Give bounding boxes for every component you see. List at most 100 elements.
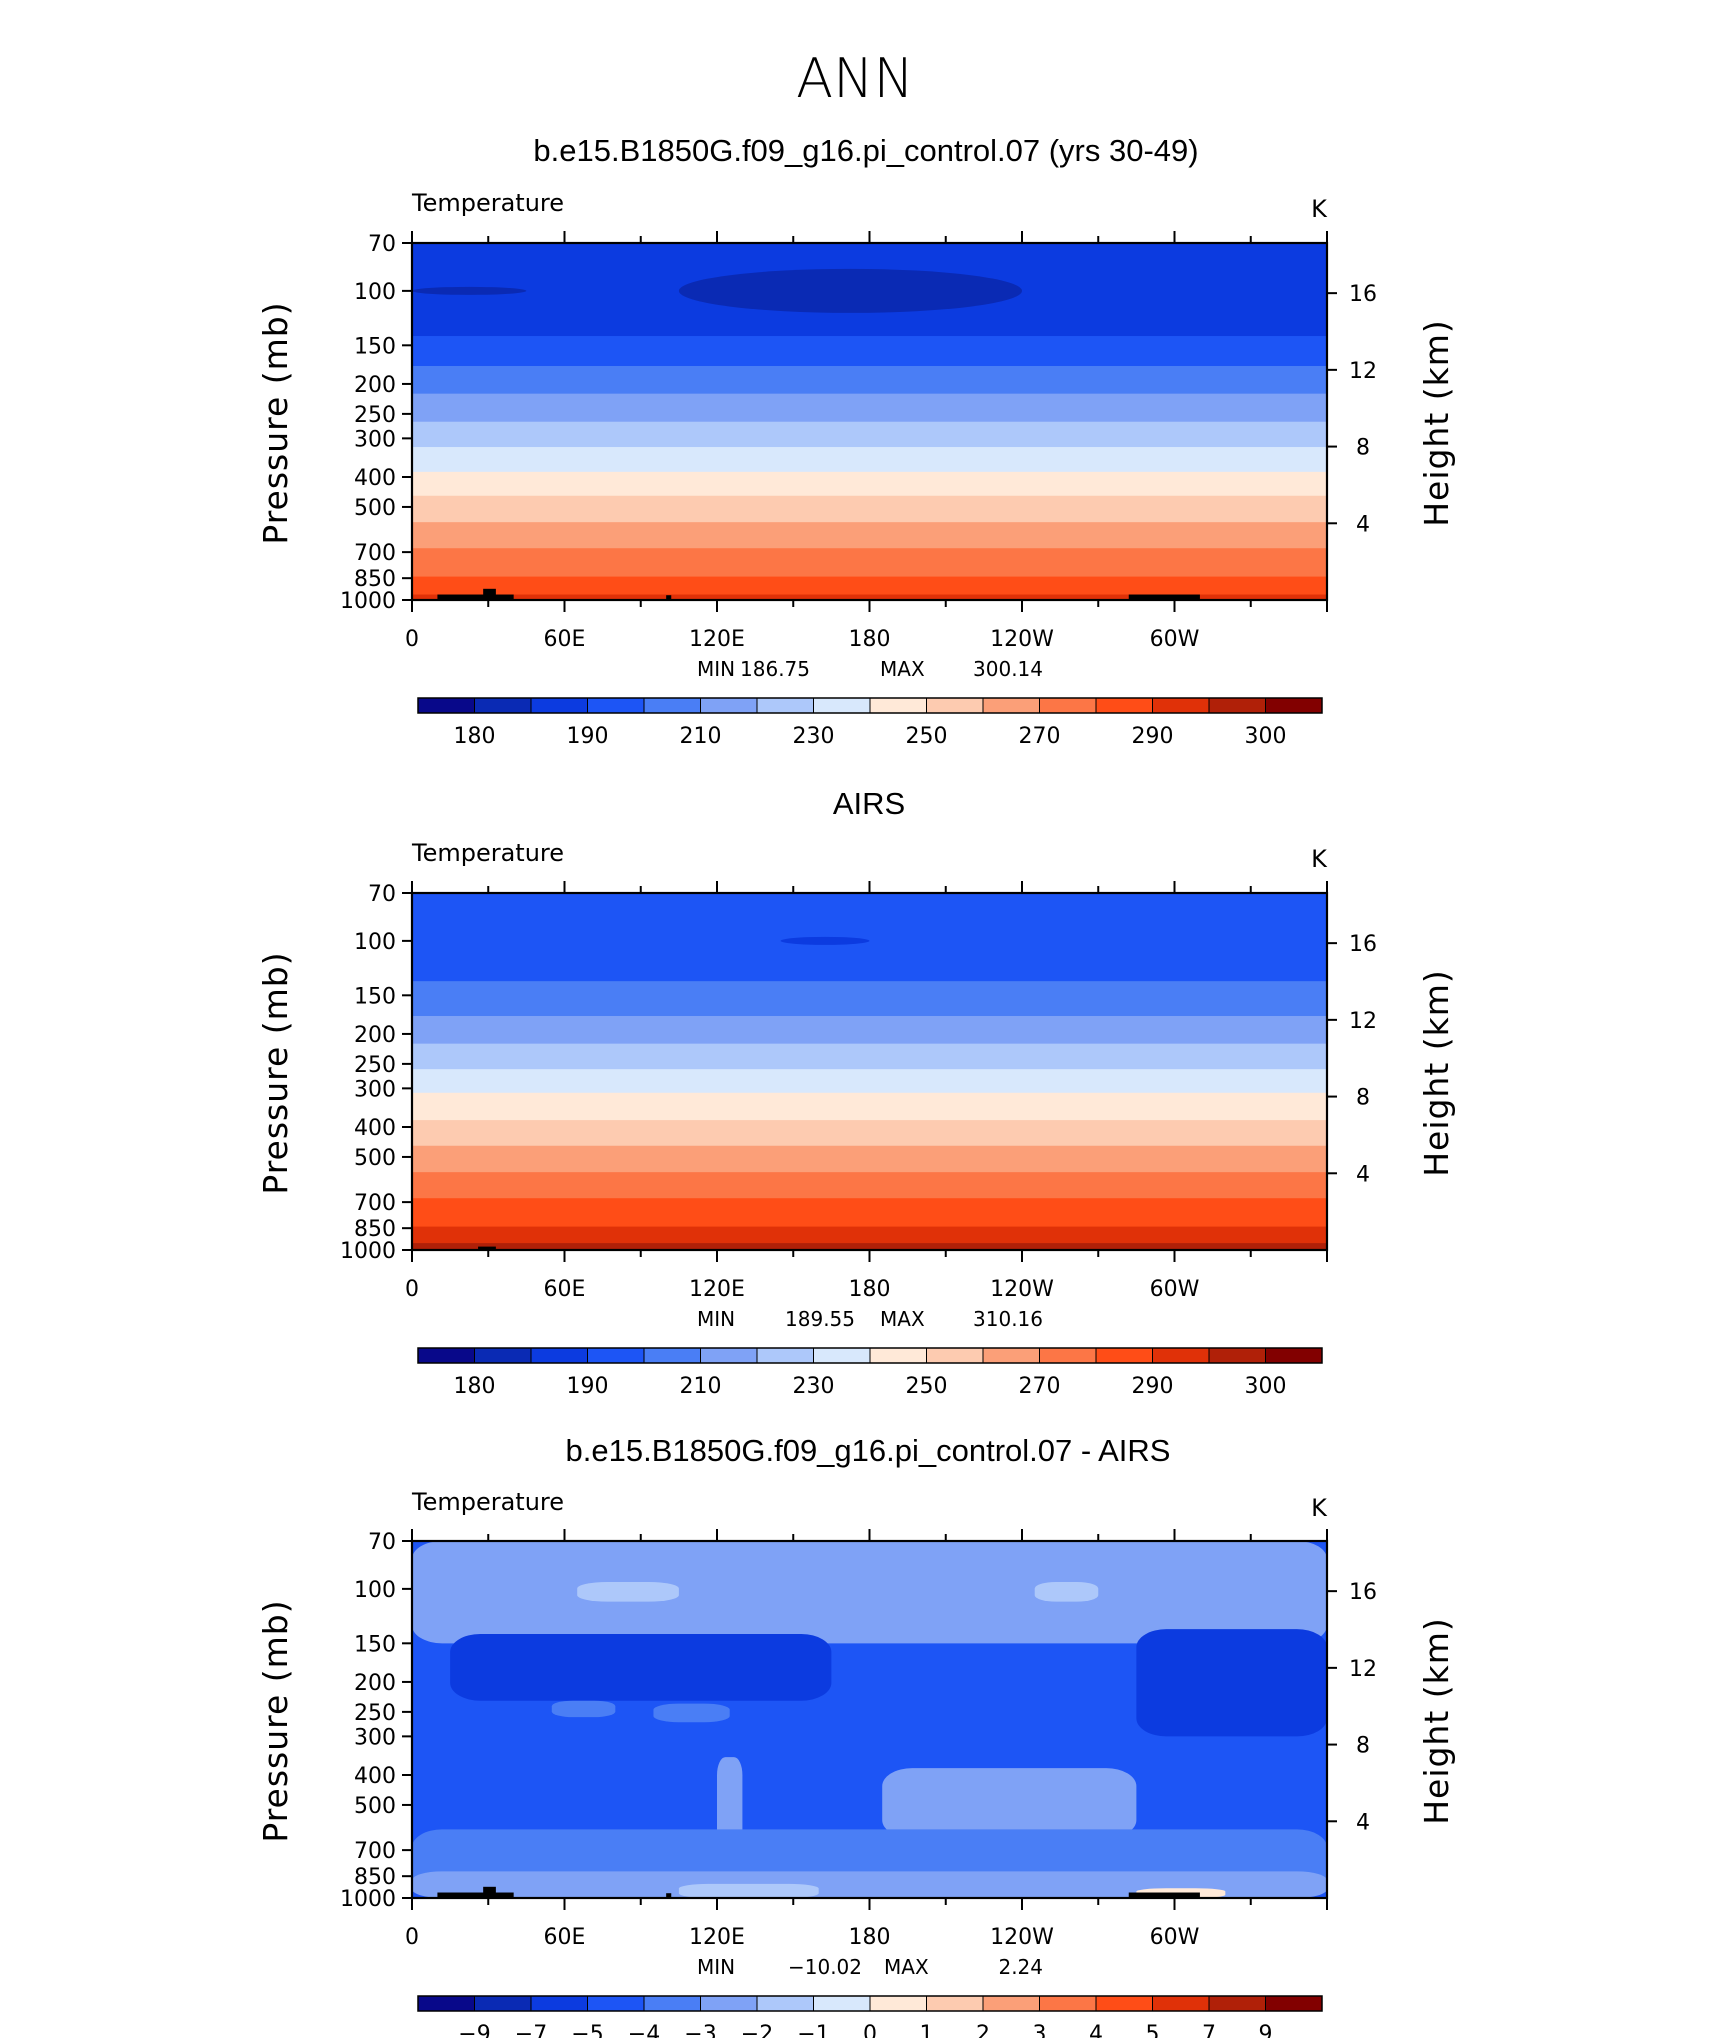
- topography-mask-0: [478, 1246, 496, 1250]
- colorbar-box: [417, 1995, 475, 2012]
- feature-blob-8: [882, 1768, 1137, 1839]
- panel-1-plot-area: [412, 243, 1327, 600]
- colorbar-box: [1208, 1995, 1266, 2012]
- colorbar-box: [1152, 1995, 1210, 2012]
- colorbar-label: −9: [458, 2022, 490, 2038]
- colorbar-label: 7: [1202, 2022, 1216, 2038]
- colorbar-box: [756, 1995, 814, 2012]
- level-band-9: [412, 1198, 1327, 1228]
- topography-mask-3: [1128, 594, 1200, 600]
- panel-1-y2label: Height (km): [1417, 319, 1456, 527]
- colorbar-box: [813, 1347, 871, 1364]
- colorbar-box: [1265, 697, 1323, 714]
- level-band-1: [412, 336, 1327, 367]
- pressure-tick-label: 300: [354, 427, 396, 452]
- feature-blob-6: [551, 1700, 616, 1718]
- colorbar-label: 300: [1245, 724, 1287, 749]
- colorbar-box: [643, 1347, 701, 1364]
- colorbar-label: 300: [1245, 1374, 1287, 1399]
- feature-warm-surface: [412, 594, 1327, 600]
- panel-2-left-string: Temperature: [411, 839, 564, 867]
- feature-blob-11: [678, 1883, 819, 1898]
- colorbar-box: [1039, 697, 1097, 714]
- colorbar-box: [869, 697, 927, 714]
- colorbar-label: 230: [793, 724, 835, 749]
- feature-warm-surface: [412, 1243, 1327, 1250]
- colorbar-frame: [417, 1995, 1323, 2012]
- panel-2-ylabel: Pressure (mb): [256, 951, 295, 1194]
- colorbar-box: [1265, 1995, 1323, 2012]
- lon-tick-label: 60W: [1150, 1277, 1200, 1302]
- colorbar-box: [982, 1995, 1040, 2012]
- pressure-tick-label: 70: [368, 882, 396, 907]
- level-band-5: [412, 1092, 1327, 1121]
- feature-cold-core: [678, 268, 1022, 313]
- height-tick-label: 12: [1349, 1657, 1377, 1682]
- lon-tick-label: 120E: [689, 627, 745, 652]
- colorbar-box: [1095, 1347, 1153, 1364]
- lon-tick-label: 180: [849, 1925, 891, 1950]
- colorbar-frame: [417, 1347, 1323, 1364]
- colorbar-box: [926, 1995, 984, 2012]
- colorbar-box: [643, 697, 701, 714]
- colorbar-label: 290: [1132, 1374, 1174, 1399]
- level-band-2: [412, 1016, 1327, 1045]
- topography-mask-2: [666, 595, 672, 600]
- colorbar-label: −5: [571, 2022, 603, 2038]
- colorbar-label: 210: [680, 1374, 722, 1399]
- lon-tick-label: 0: [405, 1925, 419, 1950]
- height-tick-label: 16: [1349, 1580, 1377, 1605]
- colorbar-box: [869, 1995, 927, 2012]
- colorbar-label: 250: [906, 724, 948, 749]
- panel-1-ylabel: Pressure (mb): [256, 301, 295, 544]
- colorbar-box: [587, 697, 645, 714]
- pressure-tick-label: 250: [354, 1053, 396, 1078]
- pressure-tick-label: 300: [354, 1077, 396, 1102]
- feature-blob-10: [412, 1871, 1327, 1898]
- colorbar-label: −2: [741, 2022, 773, 2038]
- height-tick-label: 8: [1356, 1086, 1370, 1111]
- level-band-8: [412, 1172, 1327, 1199]
- pressure-tick-label: 700: [354, 1191, 396, 1216]
- level-band-8: [412, 522, 1327, 549]
- pressure-tick-label: 500: [354, 1146, 396, 1171]
- colorbar-box: [1152, 697, 1210, 714]
- height-tick-label: 16: [1349, 932, 1377, 957]
- pressure-tick-label: 400: [354, 466, 396, 491]
- level-band-3: [412, 393, 1327, 423]
- colorbar-box: [700, 697, 758, 714]
- colorbar-box: [417, 697, 475, 714]
- colorbar-box: [813, 697, 871, 714]
- pressure-tick-label: 70: [368, 1530, 396, 1555]
- topography-mask-1: [483, 1886, 496, 1898]
- colorbar-frame: [417, 697, 1323, 714]
- lon-tick-label: 120W: [990, 627, 1054, 652]
- colorbar-box: [813, 1995, 871, 2012]
- colorbar-label: 1: [920, 2022, 934, 2038]
- colorbar-box: [474, 1347, 532, 1364]
- height-tick-label: 4: [1356, 512, 1370, 537]
- lon-tick-label: 120E: [689, 1925, 745, 1950]
- lon-tick-label: 60W: [1150, 627, 1200, 652]
- colorbar-box: [1208, 1347, 1266, 1364]
- height-tick-label: 8: [1356, 436, 1370, 461]
- level-band-1: [412, 981, 1327, 1017]
- pressure-tick-label: 850: [354, 1865, 396, 1890]
- colorbar-label: 9: [1259, 2022, 1273, 2038]
- panel-1: b.e15.B1850G.f09_g16.pi_control.07 (yrs …: [256, 133, 1456, 749]
- colorbar-box: [587, 1347, 645, 1364]
- colorbar-box: [417, 1347, 475, 1364]
- lon-tick-label: 120W: [990, 1277, 1054, 1302]
- colorbar-box: [474, 697, 532, 714]
- pressure-tick-label: 150: [354, 334, 396, 359]
- pressure-tick-label: 300: [354, 1725, 396, 1750]
- lon-tick-label: 60E: [544, 1277, 586, 1302]
- pressure-tick-label: 100: [354, 280, 396, 305]
- pressure-tick-label: 100: [354, 1578, 396, 1603]
- panel-3-units: K: [1311, 1494, 1328, 1522]
- feature-blob-2: [1034, 1581, 1099, 1602]
